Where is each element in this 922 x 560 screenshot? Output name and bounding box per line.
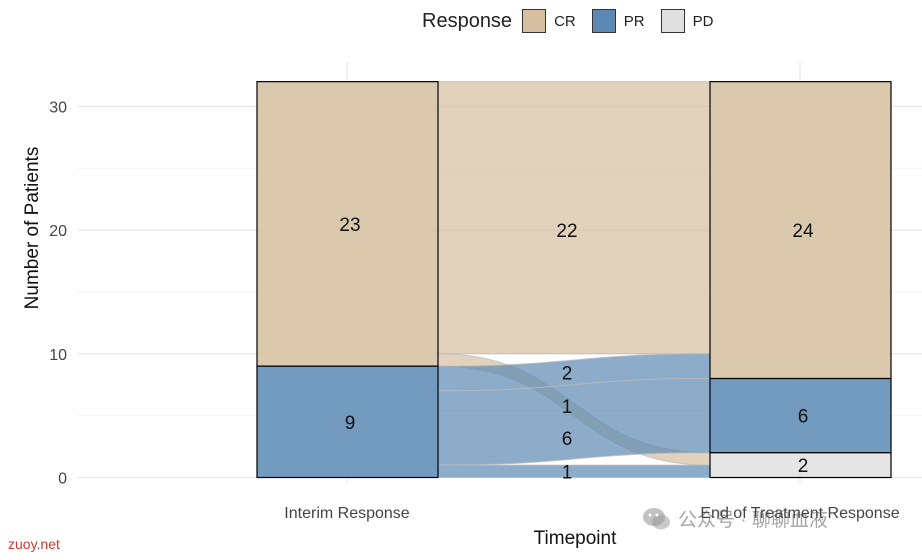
flow-count-label: 1 <box>562 397 573 418</box>
watermark-wechat-text: 公众号 · 聊聊血液 <box>678 510 828 531</box>
stratum-pr-end <box>709 377 892 454</box>
stratum-pd-end <box>709 452 892 479</box>
stratum-cr-interim <box>256 81 439 367</box>
watermark-site: zuoy.net <box>8 536 60 552</box>
y-tick-label: 0 <box>58 471 67 488</box>
flow-count-label: 2 <box>562 363 573 384</box>
flow-count-label: 22 <box>556 221 577 242</box>
x-axis-title: Timepoint <box>534 528 617 549</box>
legend-item-pd: PD <box>660 9 714 33</box>
legend-swatch-pr <box>591 9 616 33</box>
legend-label-cr: CR <box>554 12 576 30</box>
y-tick-label: 20 <box>49 223 67 240</box>
watermark-wechat: 公众号 · 聊聊血液 <box>642 505 828 532</box>
flow-pr-to-pr <box>437 378 711 466</box>
flow-count-label: 1 <box>562 462 573 483</box>
legend-swatch-cr <box>522 9 547 33</box>
legend-item-cr: CR <box>522 9 576 33</box>
stratum-count-label: 23 <box>339 215 360 236</box>
legend-swatch-pd <box>660 9 685 33</box>
wechat-icon <box>643 507 670 529</box>
stratum-count-label: 2 <box>798 456 809 477</box>
x-tick-label: End of Treatment Response <box>700 505 899 522</box>
legend-item-pr: PR <box>591 9 645 33</box>
legend-label-pr: PR <box>623 12 645 30</box>
legend: Response CR PR PD <box>422 6 729 36</box>
x-tick-label: Interim Response <box>284 505 409 522</box>
legend-label-pd: PD <box>692 12 714 30</box>
y-tick-label: 30 <box>49 99 67 116</box>
y-axis-title: Number of Patients <box>22 147 43 310</box>
stratum-count-label: 9 <box>345 413 356 434</box>
legend-title: Response <box>422 9 513 32</box>
flow-cr-to-cr <box>437 81 711 355</box>
stratum-pr-interim <box>256 365 439 479</box>
flow-count-label: 6 <box>562 429 573 450</box>
flow-pr-to-pd <box>437 464 711 479</box>
stratum-count-label: 24 <box>792 221 814 242</box>
y-tick-label: 10 <box>49 347 67 364</box>
stratum-count-label: 6 <box>798 407 809 428</box>
stratum-cr-end <box>709 81 892 380</box>
